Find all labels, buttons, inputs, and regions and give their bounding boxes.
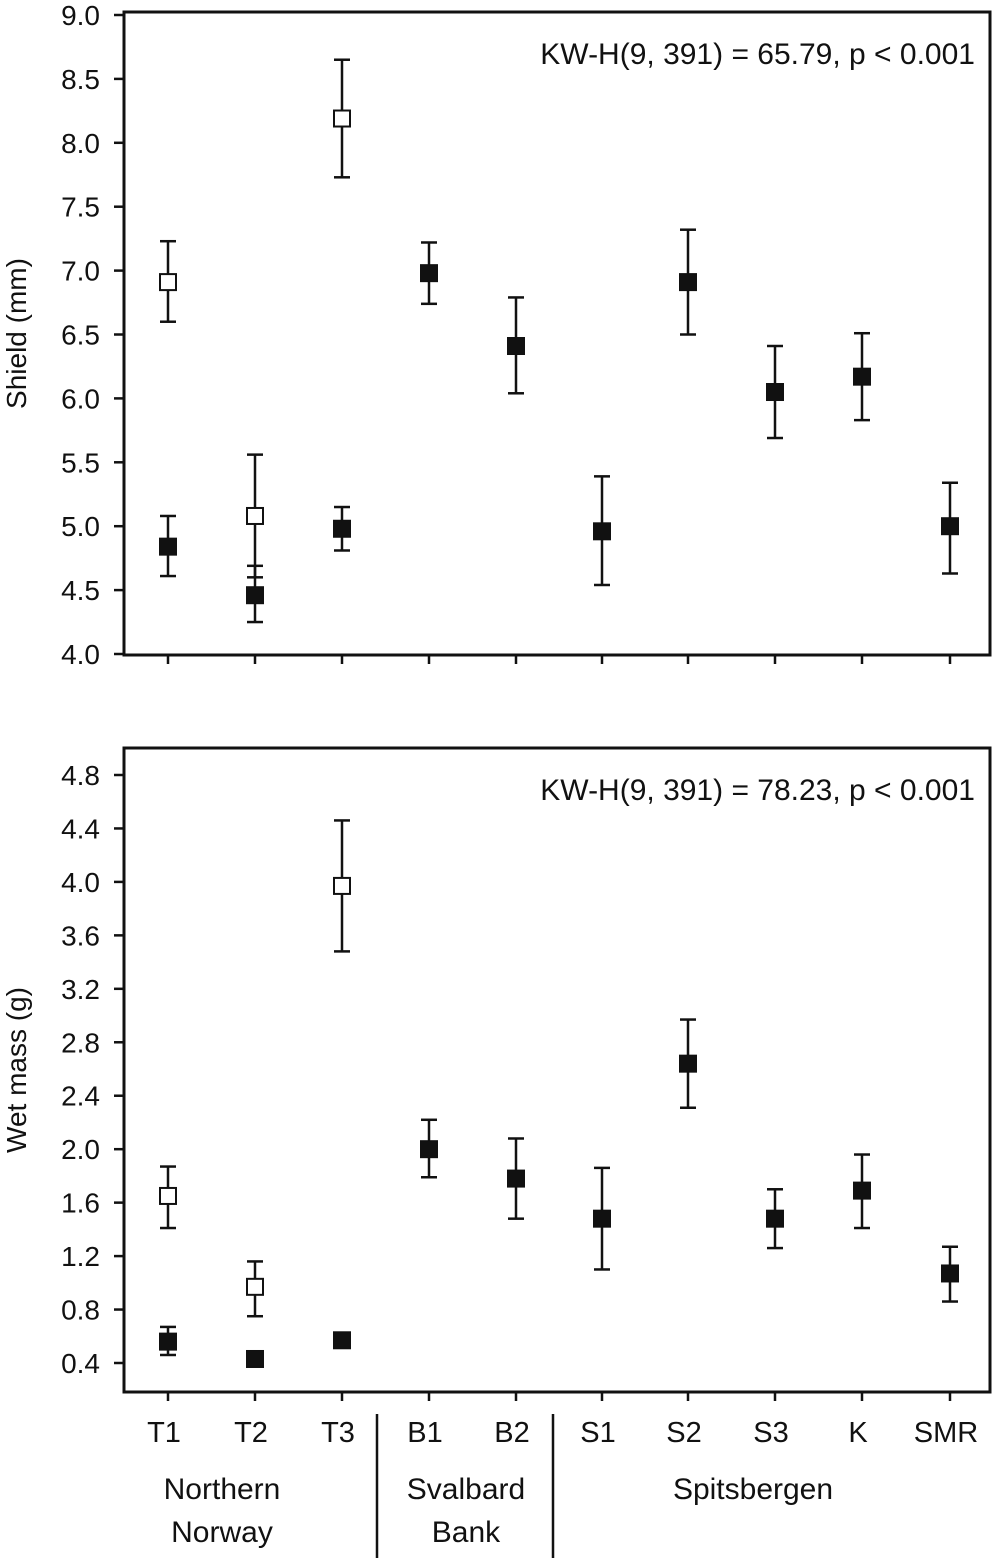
y-tick-label: 7.0: [61, 256, 100, 287]
y-tick-label: 5.5: [61, 447, 100, 478]
x-category-label: S1: [580, 1417, 615, 1449]
x-category-label: B2: [494, 1417, 529, 1449]
data-point-s2-filled: [679, 228, 697, 336]
open-square-marker: [159, 1186, 177, 1205]
filled-square-marker: [593, 1209, 611, 1228]
shield-panel: 9.0 8.5 8.0 7.5 7.0 6.5 6.0 5.5 5.0 4.5 4.0 Shield …: [1, 0, 992, 670]
data-point-smr-filled: [941, 481, 959, 575]
data-point-s3-filled: [766, 344, 784, 440]
filled-square-marker: [420, 1140, 438, 1159]
y-tick-label: 4.0: [61, 639, 100, 670]
data-point-k-filled: [853, 331, 871, 422]
filled-square-marker: [593, 522, 611, 541]
y-tick-label: 8.5: [61, 64, 100, 95]
filled-square-marker: [507, 337, 525, 356]
y-tick-label: 1.6: [61, 1188, 100, 1219]
data-point-t1-open: [159, 239, 177, 323]
y-axis-label: Shield (mm): [1, 258, 32, 409]
data-point-b1-filled: [420, 241, 438, 306]
data-point-t3-open: [333, 58, 351, 179]
region-groups: Northern Norway Svalbard Bank Spitsbergen: [164, 1414, 833, 1558]
filled-square-marker: [941, 1264, 959, 1283]
y-tick-label: 8.0: [61, 128, 100, 159]
data-point-s1-filled: [593, 1166, 611, 1271]
filled-square-marker: [679, 1054, 697, 1073]
data-point-smr-filled: [941, 1245, 959, 1303]
data-point-t2-open: [246, 1260, 264, 1318]
y-tick-label: 3.2: [61, 974, 100, 1005]
data-point-k-filled: [853, 1153, 871, 1230]
y-tick-label: 3.6: [61, 920, 100, 951]
filled-square-marker: [420, 264, 438, 283]
filled-square-marker: [246, 586, 264, 605]
group-label: Bank: [432, 1516, 501, 1549]
y-tick-label: 4.0: [61, 867, 100, 898]
stats-annotation: KW-H(9, 391) = 78.23, p < 0.001: [540, 774, 975, 807]
filled-square-marker: [333, 1331, 351, 1350]
x-category-label: B1: [407, 1417, 442, 1449]
x-category-label: T3: [321, 1417, 355, 1449]
open-square-marker: [333, 876, 351, 895]
data-point-s2-filled: [679, 1018, 697, 1110]
data-point-t3-filled: [333, 1331, 351, 1350]
x-category-label: T1: [147, 1417, 181, 1449]
x-axis: T1 T2 T3 B1 B2 S1 S2 S3 K SMR: [147, 1417, 978, 1449]
y-axis-label: Wet mass (g): [1, 987, 32, 1153]
filled-square-marker: [766, 383, 784, 402]
group-label: Spitsbergen: [673, 1473, 833, 1506]
group-label: Northern: [164, 1473, 281, 1506]
data-point-t2-open: [246, 453, 264, 579]
y-tick-label: 7.5: [61, 192, 100, 223]
y-tick-label: 2.8: [61, 1027, 100, 1058]
open-square-marker: [246, 506, 264, 525]
stats-annotation: KW-H(9, 391) = 65.79, p < 0.001: [540, 38, 975, 71]
data-point-b1-filled: [420, 1118, 438, 1179]
data-point-b2-filled: [507, 1137, 525, 1220]
y-tick-label: 0.4: [61, 1348, 100, 1379]
filled-square-marker: [507, 1169, 525, 1188]
x-category-label: S3: [753, 1417, 788, 1449]
data-point-s3-filled: [766, 1188, 784, 1250]
y-tick-label: 4.5: [61, 575, 100, 606]
filled-square-marker: [941, 517, 959, 536]
filled-square-marker: [159, 537, 177, 556]
filled-square-marker: [159, 1332, 177, 1351]
filled-square-marker: [333, 519, 351, 538]
y-tick-label: 0.8: [61, 1295, 100, 1326]
data-point-t1-open: [159, 1165, 177, 1230]
filled-square-marker: [679, 273, 697, 292]
y-tick-label: 2.4: [61, 1081, 100, 1112]
data-point-t3-open: [333, 819, 351, 953]
filled-square-marker: [766, 1209, 784, 1228]
filled-square-marker: [853, 367, 871, 386]
y-tick-label: 2.0: [61, 1134, 100, 1165]
wet-mass-panel: 4.8 4.4 4.0 3.6 3.2 2.8 2.4 2.0 1.6 1.2 0.8 0.4 Wet …: [1, 746, 992, 1401]
plot-frame: [122, 746, 992, 1394]
open-square-marker: [333, 109, 351, 128]
filled-square-marker: [853, 1181, 871, 1200]
y-tick-label: 4.8: [61, 760, 100, 791]
x-category-label: SMR: [914, 1417, 978, 1449]
x-category-label: S2: [666, 1417, 701, 1449]
x-category-label: T2: [234, 1417, 268, 1449]
y-tick-label: 9.0: [61, 0, 100, 31]
data-point-t3-filled: [333, 505, 351, 552]
y-tick-label: 6.0: [61, 383, 100, 414]
y-tick-label: 6.5: [61, 320, 100, 351]
data-point-t1-filled: [159, 1325, 177, 1357]
group-label: Norway: [171, 1516, 273, 1549]
y-tick-label: 5.0: [61, 511, 100, 542]
group-label: Svalbard: [407, 1473, 525, 1506]
filled-square-marker: [246, 1349, 264, 1368]
open-square-marker: [159, 273, 177, 292]
data-point-s1-filled: [593, 475, 611, 587]
data-point-t2-filled: [246, 1349, 264, 1368]
open-square-marker: [246, 1277, 264, 1296]
data-point-t1-filled: [159, 514, 177, 578]
x-category-label: K: [848, 1417, 868, 1449]
y-tick-label: 1.2: [61, 1241, 100, 1272]
data-point-b2-filled: [507, 296, 525, 395]
y-tick-label: 4.4: [61, 813, 100, 844]
